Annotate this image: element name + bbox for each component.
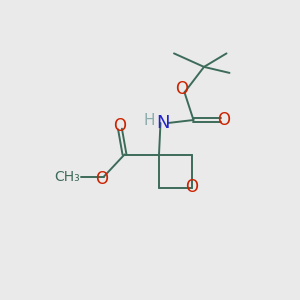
Text: O: O — [113, 117, 127, 135]
Text: O: O — [218, 111, 231, 129]
Text: O: O — [185, 178, 199, 196]
Text: O: O — [175, 80, 188, 98]
Text: N: N — [157, 114, 170, 132]
Text: H: H — [143, 112, 155, 128]
Text: O: O — [95, 169, 109, 188]
Text: CH₃: CH₃ — [54, 170, 80, 184]
